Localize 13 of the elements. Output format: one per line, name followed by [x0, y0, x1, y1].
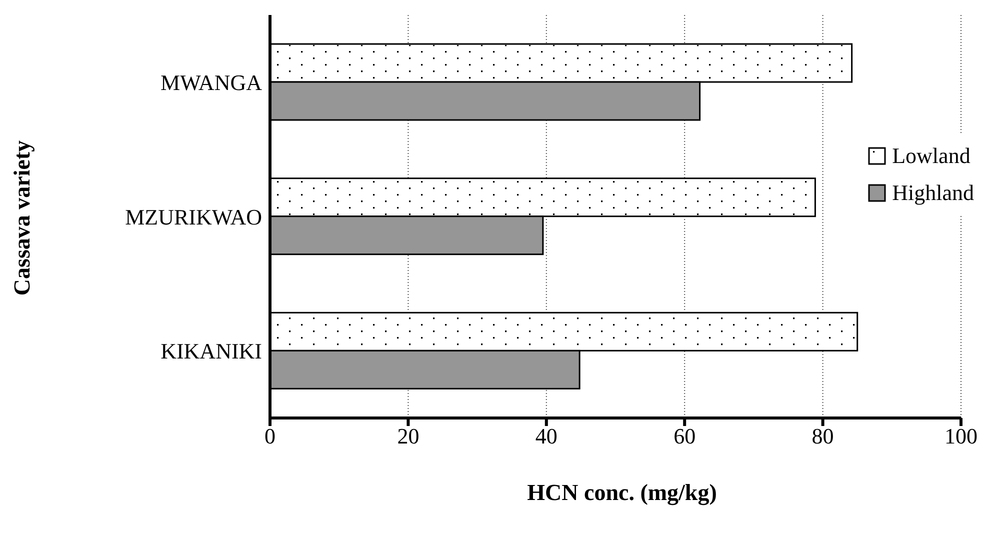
y-axis-title: Cassava variety: [10, 140, 36, 296]
x-axis-title: HCN conc. (mg/kg): [526, 480, 718, 506]
y-tick-label: KIKANIKI: [160, 338, 262, 364]
x-tick-label: 60: [674, 424, 696, 449]
x-tick-label: 20: [397, 424, 420, 449]
x-tick-label: 100: [944, 424, 978, 449]
x-tick-label: 0: [264, 424, 276, 449]
y-tick-label: MZURIKWAO: [125, 204, 262, 230]
x-tick-label: 40: [535, 424, 558, 449]
y-tick-label: MWANGA: [160, 70, 262, 95]
x-tick-label: 80: [812, 424, 834, 449]
legend-label: Lowland: [892, 142, 970, 168]
legend-label: Highland: [892, 180, 974, 206]
